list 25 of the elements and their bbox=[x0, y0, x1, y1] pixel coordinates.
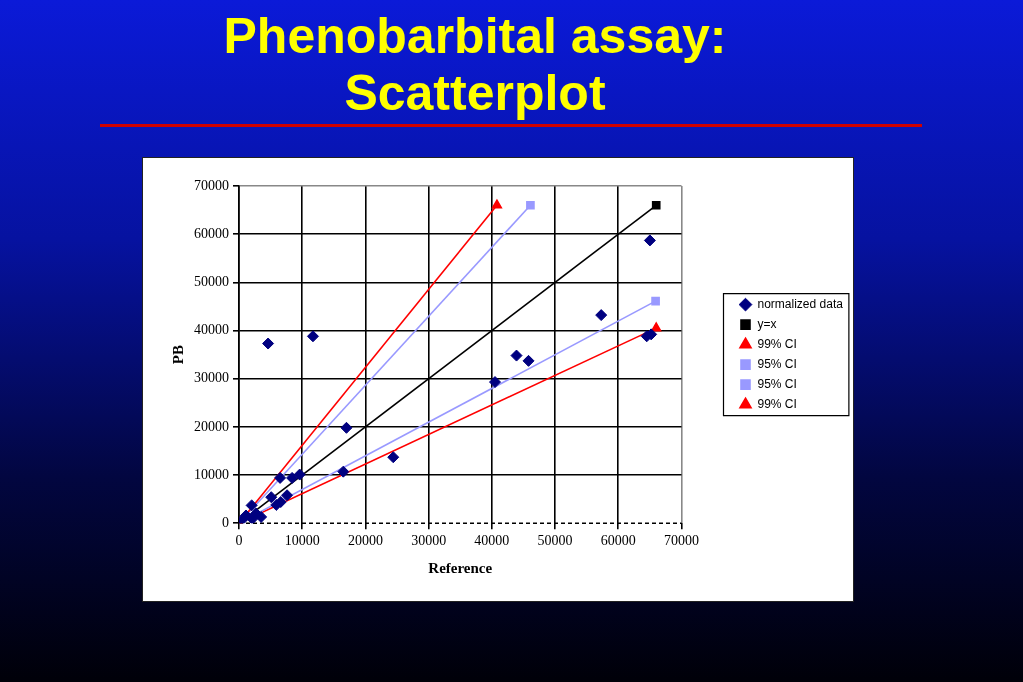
y-tick-label: 10000 bbox=[194, 466, 229, 482]
legend-label: 95% CI bbox=[757, 376, 797, 391]
legend-label: normalized data bbox=[757, 296, 844, 311]
x-tick-label: 40000 bbox=[474, 533, 510, 549]
y-tick-label: 40000 bbox=[194, 322, 229, 338]
x-tick-label: 50000 bbox=[537, 533, 573, 549]
y-tick-label: 30000 bbox=[194, 370, 229, 386]
y-axis-title: PB bbox=[169, 345, 186, 365]
x-axis-title: Reference bbox=[428, 559, 493, 576]
x-tick-label: 60000 bbox=[600, 533, 636, 549]
x-tick-label: 20000 bbox=[347, 533, 383, 549]
y-tick-label: 60000 bbox=[194, 225, 229, 241]
y-tick-label: 0 bbox=[222, 514, 229, 530]
y-tick-label: 50000 bbox=[194, 274, 229, 290]
legend-label: 99% CI bbox=[757, 396, 797, 411]
x-tick-label: 30000 bbox=[411, 533, 447, 549]
legend-label: 95% CI bbox=[757, 356, 797, 371]
legend-label: 99% CI bbox=[757, 336, 797, 351]
legend-label: y=x bbox=[757, 316, 777, 331]
x-tick-label: 0 bbox=[235, 533, 243, 549]
y-tick-label: 70000 bbox=[194, 177, 229, 193]
x-tick-label: 70000 bbox=[664, 533, 699, 549]
y-tick-label: 20000 bbox=[194, 418, 229, 434]
x-tick-label: 10000 bbox=[284, 533, 320, 549]
chart-title: Phenobarbital assay: Scatterplot bbox=[222, 8, 728, 122]
